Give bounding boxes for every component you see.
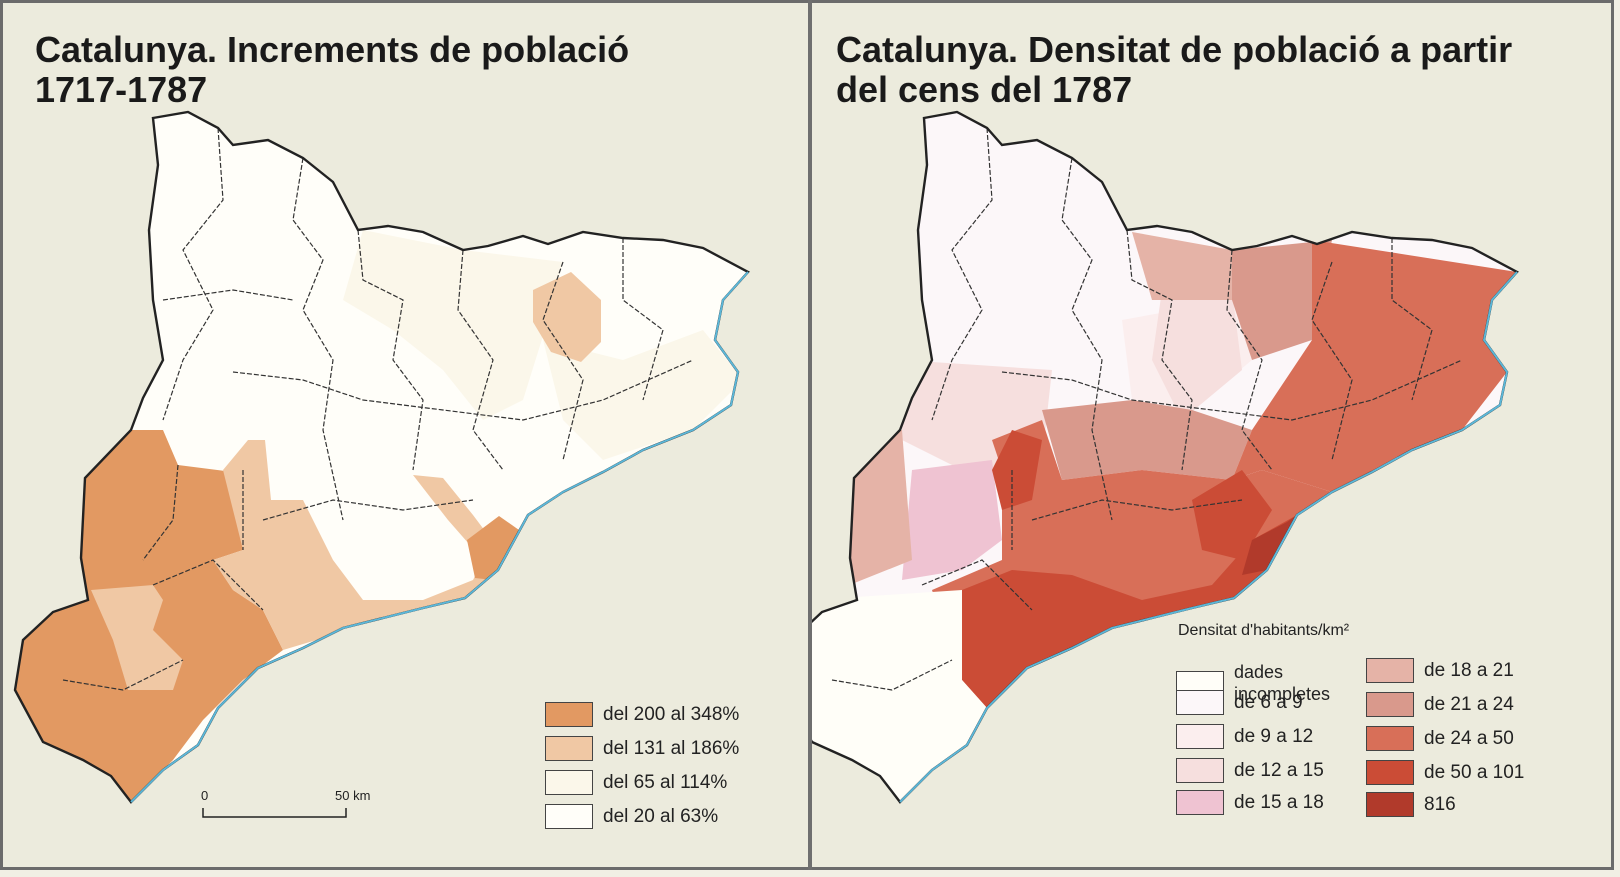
- density-50-101-inland: [1192, 470, 1272, 560]
- region-ribera: [91, 585, 183, 690]
- region-barcelona: [467, 516, 519, 580]
- right-map-panel: Catalunya. Densitat de població a partir…: [812, 0, 1611, 870]
- density-12-15-b: [1152, 290, 1242, 420]
- right-legend-row: de 9 a 12: [1176, 724, 1313, 749]
- right-legend-row: de 15 a 18: [1176, 790, 1324, 815]
- right-map-title: Catalunya. Densitat de població a partir…: [836, 29, 1513, 110]
- right-legend-swatch: [1366, 760, 1414, 785]
- right-legend-row: de 12 a 15: [1176, 758, 1324, 783]
- right-legend-swatch: [1176, 758, 1224, 783]
- density-sea-coastline: [899, 271, 1518, 803]
- density-borders: [831, 127, 1463, 691]
- left-legend-label: del 200 al 348%: [603, 703, 740, 725]
- left-legend-swatch: [545, 770, 593, 795]
- right-legend-label: de 6 a 9: [1234, 691, 1303, 713]
- density-816: [1242, 515, 1297, 575]
- right-legend-row: de 18 a 21: [1366, 658, 1514, 683]
- right-legend-label: de 18 a 21: [1424, 659, 1514, 681]
- left-legend-swatch: [545, 736, 593, 761]
- right-legend-label: de 50 a 101: [1424, 761, 1525, 783]
- density-50-101-coast: [962, 515, 1297, 708]
- right-legend-label: de 21 a 24: [1424, 693, 1514, 715]
- scale-end-label: 50 km: [335, 788, 371, 803]
- density-50-101-west: [992, 430, 1042, 510]
- right-legend-label: 816: [1424, 793, 1456, 815]
- right-legend-swatch: [1366, 658, 1414, 683]
- right-legend-swatch: [1176, 724, 1224, 749]
- left-legend-row: del 200 al 348%: [545, 702, 739, 727]
- left-legend-row: del 131 al 186%: [545, 736, 739, 761]
- right-legend-swatch: [1366, 792, 1414, 817]
- density-21-24-b: [1042, 400, 1252, 480]
- right-legend-swatch: [1176, 790, 1224, 815]
- left-legend-row: del 20 al 63%: [545, 804, 718, 829]
- density-legend-title: Densitat d'habitants/km²: [1178, 622, 1350, 639]
- right-legend-swatch: [1366, 726, 1414, 751]
- right-legend-row: de 24 a 50: [1366, 726, 1514, 751]
- region-camp-penedes: [213, 440, 503, 650]
- right-legend-row: de 50 a 101: [1366, 760, 1524, 785]
- right-legend-label: de 9 a 12: [1234, 725, 1314, 747]
- density-18-21: [1132, 232, 1232, 300]
- density-24-50-north: [1232, 240, 1517, 492]
- right-legend-row: de 6 a 9: [1176, 690, 1303, 715]
- region-coast-east: [543, 330, 743, 460]
- right-legend-label: de 24 a 50: [1424, 727, 1514, 749]
- panel-divider: [808, 0, 812, 870]
- density-incomplete: [812, 590, 987, 802]
- right-legend-label: de 15 a 18: [1234, 791, 1324, 813]
- scale-start-label: 0: [201, 788, 209, 803]
- left-legend-label: del 131 al 186%: [603, 737, 740, 759]
- right-legend-row: de 21 a 24: [1366, 692, 1514, 717]
- right-legend-label: de 12 a 15: [1234, 759, 1324, 781]
- left-map-panel: Catalunya. Increments de població 1717-1…: [3, 0, 808, 870]
- right-legend-row: 816: [1366, 792, 1456, 817]
- right-legend-swatch: [1176, 690, 1224, 715]
- right-map-svg: [812, 110, 1519, 804]
- left-legend-label: del 20 al 63%: [603, 805, 719, 827]
- density-15-18: [902, 460, 1002, 580]
- sea-coastline: [130, 271, 749, 803]
- comarca-borders: [62, 127, 694, 691]
- left-legend-swatch: [545, 702, 593, 727]
- left-legend-swatch: [545, 804, 593, 829]
- region-mid-east: [343, 230, 563, 420]
- right-legend-label: dades incompletes: [1234, 662, 1331, 704]
- left-map-svg: [13, 110, 750, 804]
- left-legend-row: del 65 al 114%: [545, 770, 727, 795]
- left-legend-label: del 65 al 114%: [603, 771, 728, 793]
- region-vic: [533, 272, 601, 362]
- density-21-24-a: [1232, 240, 1332, 360]
- scale-bar: [202, 808, 347, 818]
- right-legend-swatch: [1366, 692, 1414, 717]
- left-map-title: Catalunya. Increments de població 1717-1…: [35, 29, 630, 110]
